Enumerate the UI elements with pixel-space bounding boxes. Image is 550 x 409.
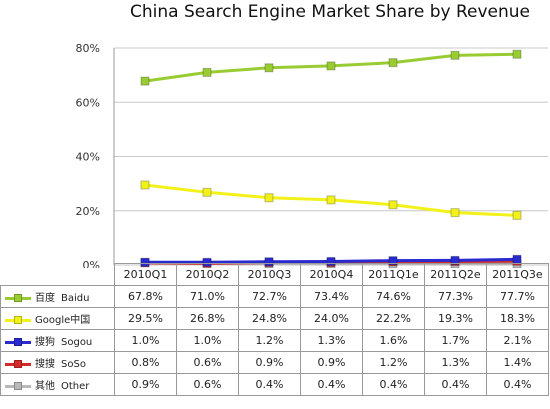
point-google	[140, 180, 150, 190]
data-label: 0.9%	[300, 351, 363, 374]
data-label: 0.4%	[300, 373, 363, 396]
y-tick-label: 60%	[76, 96, 100, 109]
legend-swatch-sogou	[5, 337, 31, 347]
data-label: 1.3%	[300, 329, 363, 352]
data-label: 0.4%	[424, 373, 487, 396]
point-google	[326, 195, 336, 205]
data-table: 2010Q1 2010Q2 2010Q3 2010Q4 2011Q1e 2011Q2e 20…	[0, 263, 549, 396]
data-label: 73.4%	[300, 285, 363, 308]
data-label: 18.3%	[486, 307, 549, 330]
table-row-google: Google中国 29.5% 26.8% 24.8% 24.0% 22.2% 19.3% 18…	[0, 307, 549, 330]
data-label: 1.2%	[238, 329, 301, 352]
data-label: 0.6%	[176, 351, 239, 374]
y-tick-label: 20%	[76, 205, 100, 218]
data-label: 22.2%	[362, 307, 425, 330]
legend-label: Other	[61, 381, 90, 392]
data-label: 1.3%	[424, 351, 487, 374]
y-tick-label: 40%	[76, 151, 100, 164]
x-category-label: 2010Q1	[114, 263, 177, 286]
data-label: 74.6%	[362, 285, 425, 308]
point-baidu	[202, 67, 212, 77]
data-label: 72.7%	[238, 285, 301, 308]
data-label: 1.7%	[424, 329, 487, 352]
data-label: 26.8%	[176, 307, 239, 330]
legend-swatch-soso	[5, 359, 31, 369]
point-google	[202, 187, 212, 197]
point-google	[512, 210, 522, 220]
table-row-other: 其他 Other 0.9% 0.6% 0.4% 0.4% 0.4% 0.4% 0.4%	[0, 373, 549, 396]
chart-plot: 0%20%40%60%80%	[76, 42, 548, 268]
data-label: 0.8%	[114, 351, 177, 374]
data-label: 0.9%	[238, 351, 301, 374]
legend-entry-other: 其他 Other	[0, 373, 115, 396]
x-category-label: 2010Q3	[238, 263, 301, 286]
table-row-sogou: 搜狗 Sogou 1.0% 1.0% 1.2% 1.3% 1.6% 1.7% 2.1%	[0, 329, 549, 352]
legend-label: Sogou	[61, 337, 93, 348]
table-row-baidu: 百度 Baidu 67.8% 71.0% 72.7% 73.4% 74.6% 77.3% 77.…	[0, 285, 549, 308]
data-label: 77.7%	[486, 285, 549, 308]
chart-title: China Search Engine Market Share by Reve…	[129, 2, 531, 22]
table-corner	[0, 263, 115, 286]
data-label: 0.9%	[114, 373, 177, 396]
point-baidu	[388, 58, 398, 68]
x-category-label: 2011Q3e	[486, 263, 549, 286]
data-label: 1.0%	[176, 329, 239, 352]
data-label: 1.2%	[362, 351, 425, 374]
legend-label-cn: 其他	[35, 381, 55, 392]
y-tick-label: 80%	[76, 42, 100, 55]
table-row-soso: 搜搜 SoSo 0.8% 0.6% 0.9% 0.9% 1.2% 1.3% 1.4%	[0, 351, 549, 374]
point-baidu	[140, 76, 150, 86]
data-label: 77.3%	[424, 285, 487, 308]
x-category-label: 2011Q2e	[424, 263, 487, 286]
data-label: 71.0%	[176, 285, 239, 308]
legend-swatch-baidu	[5, 293, 31, 303]
data-label: 1.4%	[486, 351, 549, 374]
legend-label-cn: 搜狗	[35, 337, 55, 348]
legend-label: Baidu	[61, 293, 90, 304]
legend-entry-soso: 搜搜 SoSo	[0, 351, 115, 374]
data-label: 19.3%	[424, 307, 487, 330]
legend-entry-google: Google中国	[0, 307, 115, 330]
legend-label: SoSo	[61, 359, 86, 370]
data-label: 67.8%	[114, 285, 177, 308]
data-label: 1.0%	[114, 329, 177, 352]
legend-swatch-google	[5, 315, 31, 325]
data-label: 2.1%	[486, 329, 549, 352]
point-baidu	[264, 63, 274, 73]
data-label: 0.6%	[176, 373, 239, 396]
point-google	[264, 193, 274, 203]
x-category-label: 2010Q4	[300, 263, 363, 286]
data-label: 29.5%	[114, 307, 177, 330]
point-baidu	[450, 50, 460, 60]
point-baidu	[326, 61, 336, 71]
data-label: 24.0%	[300, 307, 363, 330]
data-label: 0.4%	[238, 373, 301, 396]
legend-entry-sogou: 搜狗 Sogou	[0, 329, 115, 352]
point-baidu	[512, 49, 522, 59]
data-label: 0.4%	[486, 373, 549, 396]
data-label: 0.4%	[362, 373, 425, 396]
legend-label-cn: 百度	[35, 293, 55, 304]
legend-label-cn: 中国	[70, 315, 91, 326]
x-category-label: 2010Q2	[176, 263, 239, 286]
legend-swatch-other	[5, 381, 31, 391]
x-category-label: 2011Q1e	[362, 263, 425, 286]
point-google	[388, 200, 398, 210]
legend-entry-baidu: 百度 Baidu	[0, 285, 115, 308]
data-label: 24.8%	[238, 307, 301, 330]
point-google	[450, 208, 460, 218]
legend-label-cn: 搜搜	[35, 359, 55, 370]
data-label: 1.6%	[362, 329, 425, 352]
category-header-row: 2010Q1 2010Q2 2010Q3 2010Q4 2011Q1e 2011Q2e 20…	[0, 263, 549, 286]
legend-label: Google	[35, 315, 71, 326]
